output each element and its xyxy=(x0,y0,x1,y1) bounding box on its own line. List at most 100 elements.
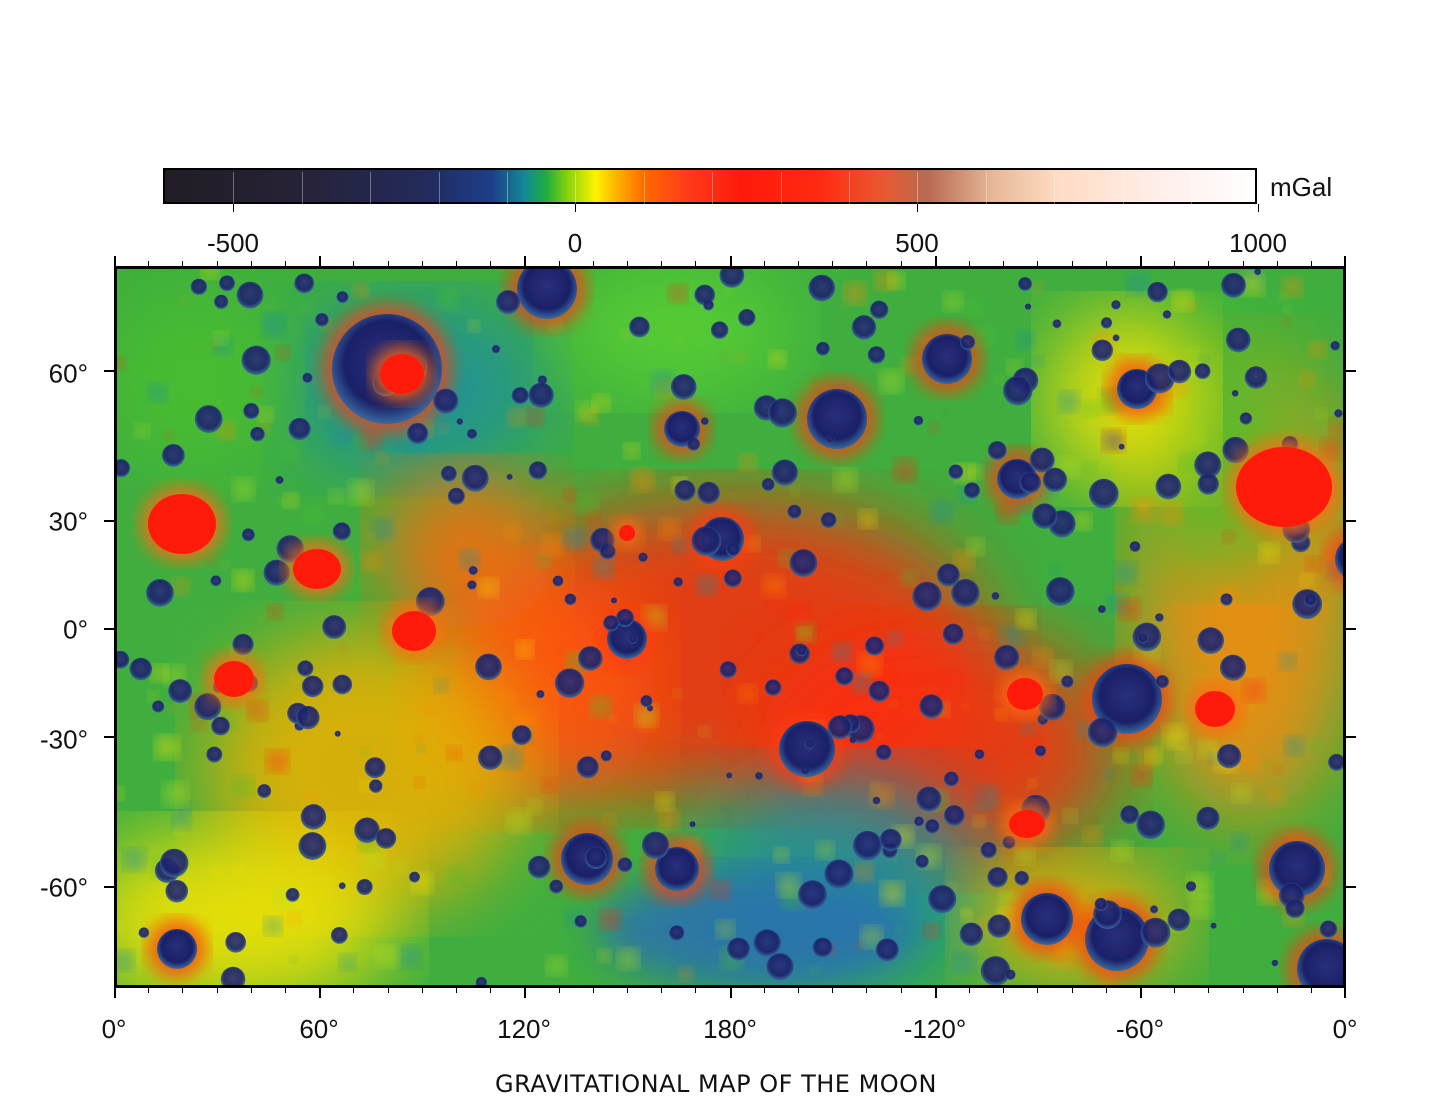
tick-mark xyxy=(901,988,902,993)
crater xyxy=(669,925,685,941)
gravity-speckle xyxy=(468,781,484,797)
gravity-speckle xyxy=(995,709,1007,720)
crater xyxy=(211,716,230,736)
gravity-speckle xyxy=(732,493,741,502)
gravity-speckle xyxy=(576,401,596,421)
gravity-speckle xyxy=(642,913,658,928)
gravity-speckle xyxy=(213,331,228,345)
gravity-speckle xyxy=(1087,893,1096,902)
tick-mark xyxy=(251,261,252,266)
gravity-speckle xyxy=(1284,736,1304,756)
tick-mark xyxy=(1106,988,1107,993)
gravity-speckle xyxy=(602,812,616,826)
crater xyxy=(1147,281,1168,303)
latitude-label: -60° xyxy=(40,872,88,903)
gravity-speckle xyxy=(393,861,407,875)
gravity-speckle xyxy=(1230,833,1249,851)
gravity-speckle xyxy=(624,443,640,459)
crater xyxy=(315,313,329,327)
tick-mark xyxy=(319,988,320,993)
gravity-speckle xyxy=(276,346,290,360)
crater xyxy=(1024,303,1032,310)
tick-mark xyxy=(764,261,765,266)
crater xyxy=(1144,363,1175,394)
crater xyxy=(161,443,185,467)
crater xyxy=(1118,443,1125,450)
crater xyxy=(915,854,929,869)
gravity-speckle xyxy=(217,422,235,440)
crater xyxy=(980,842,997,859)
gravity-speckle xyxy=(739,453,757,472)
gravity-speckle xyxy=(630,468,654,492)
tick-mark xyxy=(114,988,115,993)
longitude-label: 120° xyxy=(497,1014,551,1044)
crater xyxy=(761,478,775,492)
mascon xyxy=(1236,447,1332,527)
gravity-speckle xyxy=(890,699,898,707)
gravity-speckle xyxy=(942,409,950,416)
crater xyxy=(726,542,741,557)
crater xyxy=(257,784,272,799)
tick-mark xyxy=(1346,370,1356,372)
gravity-speckle xyxy=(117,786,124,801)
crater xyxy=(1150,905,1159,914)
gravity-speckle xyxy=(1193,549,1204,560)
crater xyxy=(301,675,324,698)
gravity-speckle xyxy=(1305,556,1321,572)
gravity-speckle xyxy=(180,296,189,305)
gravity-speckle xyxy=(618,329,630,340)
crater xyxy=(640,695,653,708)
gravity-speckle xyxy=(266,750,289,773)
crater xyxy=(1196,806,1220,830)
gravity-speckle xyxy=(858,652,882,676)
tick-mark xyxy=(217,988,218,993)
crater xyxy=(214,294,229,309)
crater xyxy=(943,771,959,787)
gravity-speckle xyxy=(1115,562,1137,585)
crater xyxy=(867,346,886,364)
crater xyxy=(433,388,459,414)
tick-mark xyxy=(969,261,970,266)
gravity-speckle xyxy=(635,703,658,727)
gravity-speckle xyxy=(786,601,811,626)
gravity-speckle xyxy=(376,945,399,968)
gravity-speckle xyxy=(1267,788,1284,805)
gravity-speckle xyxy=(870,781,880,791)
tick-mark xyxy=(114,261,115,266)
crater xyxy=(916,786,942,812)
gravity-speckle xyxy=(1240,753,1258,771)
crater xyxy=(1155,473,1182,500)
tick-mark xyxy=(1140,261,1141,266)
crater xyxy=(1052,319,1062,329)
tick-mark xyxy=(1277,261,1278,266)
crater xyxy=(703,299,714,311)
crater xyxy=(974,749,985,760)
gravity-speckle xyxy=(352,435,367,450)
tick-mark xyxy=(148,261,149,266)
tick-mark xyxy=(935,988,936,993)
crater xyxy=(552,575,564,587)
crater xyxy=(875,744,892,761)
tick-mark xyxy=(969,988,970,993)
gravity-speckle xyxy=(1063,809,1078,823)
crater xyxy=(1029,447,1055,473)
gravity-speckle xyxy=(1232,784,1251,803)
crater xyxy=(165,879,189,903)
gravity-speckle xyxy=(542,777,557,793)
crater xyxy=(816,341,830,356)
gravity-speckle xyxy=(385,276,393,284)
tick-mark xyxy=(935,261,936,266)
crater xyxy=(194,405,223,433)
mascon xyxy=(619,525,635,541)
gravity-speckle xyxy=(255,570,263,578)
crater xyxy=(1091,339,1114,362)
crater xyxy=(726,772,733,779)
gravity-speckle xyxy=(516,641,534,659)
crater xyxy=(807,389,867,449)
gravity-speckle xyxy=(1198,664,1208,674)
crater xyxy=(738,309,756,327)
gravity-speckle xyxy=(437,288,459,310)
tick-mark xyxy=(353,988,354,993)
gravity-speckle xyxy=(1259,543,1279,563)
gravity-speckle xyxy=(1040,853,1048,861)
